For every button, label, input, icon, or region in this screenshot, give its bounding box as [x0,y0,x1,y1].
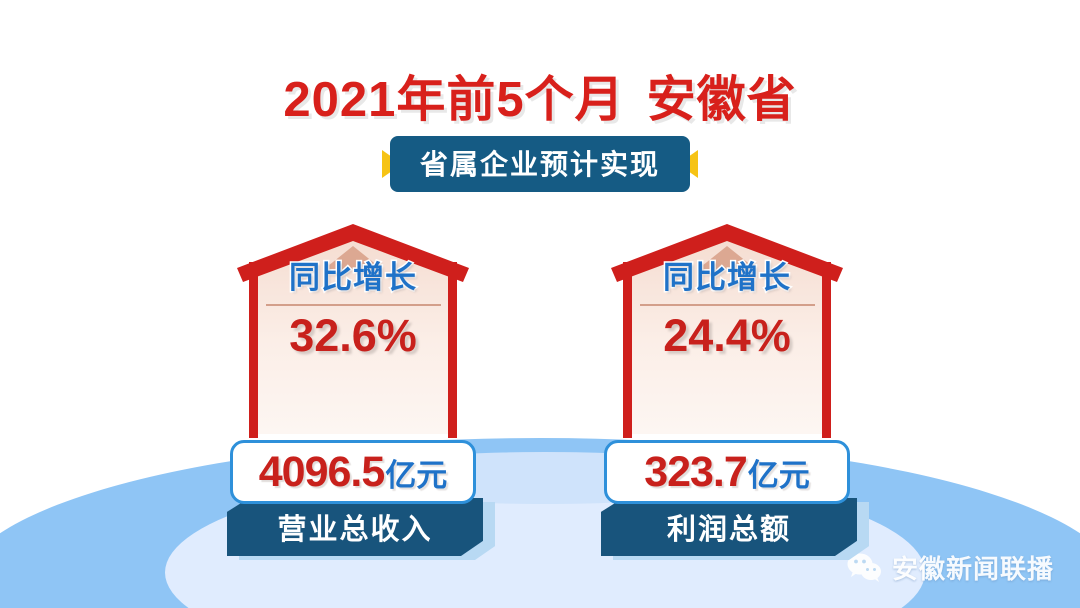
page-title: 2021年前5个月 安徽省 [0,60,1080,131]
divider [265,304,441,306]
metric-card: 同比增长 32.6% 4096.5 亿元 营业总收入 [227,222,495,560]
divider [639,304,815,306]
house-graphic: 同比增长 24.4% [601,222,853,444]
metric-label: 营业总收入 [277,514,433,546]
ribbon-body: 营业总收入 [227,498,483,556]
value-number: 4096.5 [258,447,386,496]
metric-label-ribbon: 营业总收入 [227,498,495,560]
subtitle-banner-body: 省属企业预计实现 [389,136,690,192]
metric-card: 同比增长 24.4% 323.7 亿元 利润总额 [601,222,869,560]
house-text-block: 同比增长 24.4% [601,252,853,362]
ribbon-body: 利润总额 [601,498,857,556]
metric-card-group: 同比增长 32.6% 4096.5 亿元 营业总收入 [0,222,1080,560]
value-pill: 323.7 亿元 [604,440,850,504]
house-text-block: 同比增长 32.6% [227,252,479,362]
house-shape-icon [237,224,469,438]
growth-percentage: 32.6% [289,310,417,361]
growth-label: 同比增长 [288,259,418,297]
headline-region: 安徽省 [646,73,797,127]
value-number: 323.7 [644,447,748,496]
value-unit: 亿元 [385,457,448,493]
subtitle-text: 省属企业预计实现 [419,149,660,180]
growth-percentage: 24.4% [663,310,791,361]
metric-label: 利润总额 [666,514,791,546]
wechat-icon [847,553,881,582]
house-graphic: 同比增长 32.6% [227,222,479,444]
metric-label-ribbon: 利润总额 [601,498,869,560]
house-shape-icon [611,224,843,438]
headline-period: 2021年前5个月 [283,73,625,127]
value-pill: 4096.5 亿元 [230,440,476,504]
watermark: 安徽新闻联播 [847,549,1054,586]
watermark-text: 安徽新闻联播 [891,554,1054,584]
value-unit: 亿元 [747,457,810,493]
growth-label: 同比增长 [662,259,792,297]
subtitle-banner: 省属企业预计实现 [0,136,1080,192]
